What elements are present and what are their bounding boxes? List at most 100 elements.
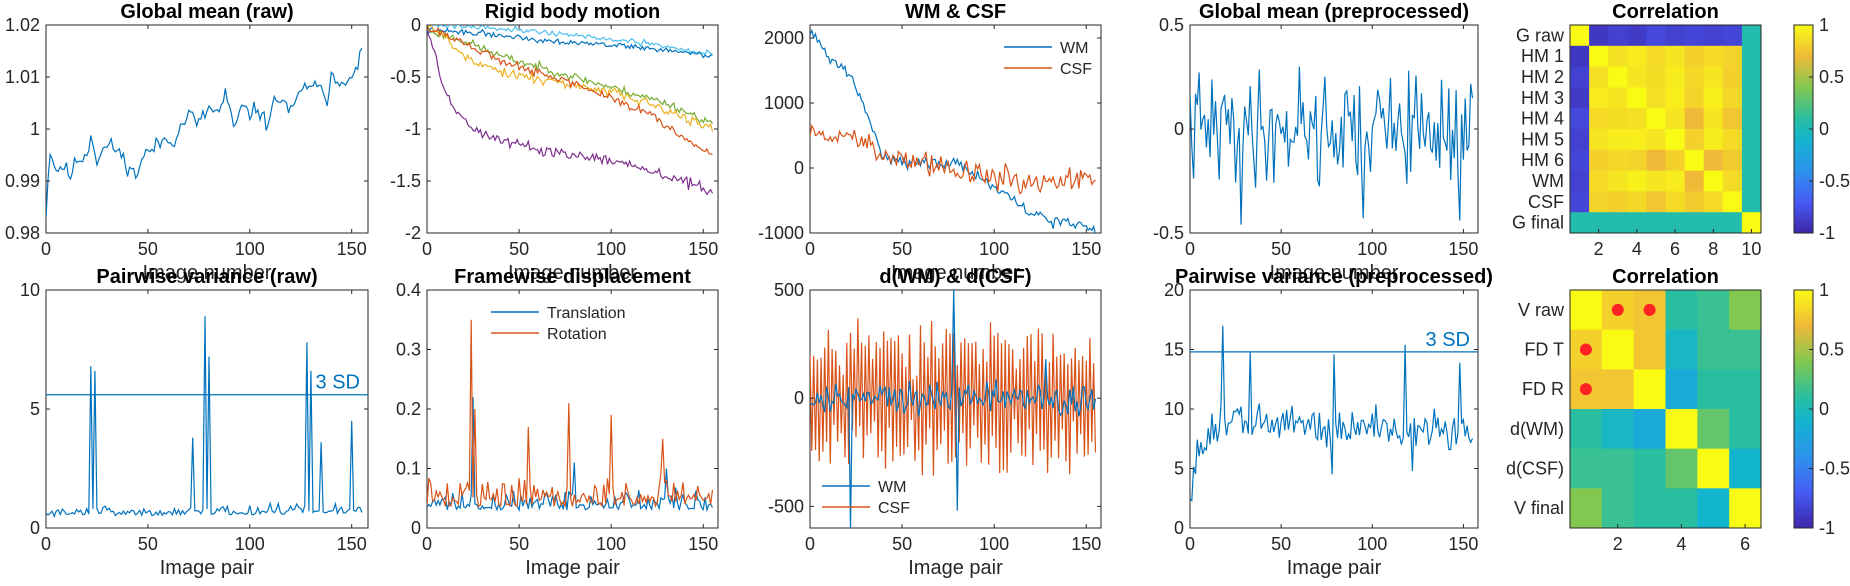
heatmap-cell xyxy=(1741,66,1762,88)
heatmap-cell xyxy=(1608,191,1628,213)
x-tick-label: 0 xyxy=(41,239,51,259)
heatmap-cell xyxy=(1684,66,1705,88)
heatmap-cell xyxy=(1627,66,1647,88)
series-group xyxy=(46,316,363,519)
heatmap-cell xyxy=(1570,87,1590,109)
series-line-0 xyxy=(46,47,363,218)
heatmap-cell xyxy=(1665,212,1686,234)
colorbar-label: -1 xyxy=(1819,223,1835,243)
y-tick-label: 15 xyxy=(1164,340,1184,360)
heatmap-cell xyxy=(1570,170,1590,192)
y-tick-label: 2000 xyxy=(764,28,804,48)
heatmap-cell xyxy=(1665,488,1698,529)
heatmap-cell xyxy=(1665,87,1686,109)
heatmap-cell xyxy=(1627,212,1647,234)
row-label: HM 2 xyxy=(1521,67,1564,87)
x-tick-label: 150 xyxy=(337,239,367,259)
heatmap-cell xyxy=(1722,87,1743,109)
heatmap-cell xyxy=(1608,170,1628,192)
heatmap-cell xyxy=(1697,448,1730,489)
y-tick-label: -1000 xyxy=(758,223,804,243)
row-label: d(WM) xyxy=(1510,419,1564,439)
heatmap-cell xyxy=(1570,25,1590,47)
heatmap-cell xyxy=(1684,25,1705,47)
legend-label: CSF xyxy=(1060,61,1092,78)
x-tick-label: 0 xyxy=(805,534,815,554)
heatmap-cell xyxy=(1722,149,1743,172)
heatmap-cell xyxy=(1601,409,1635,450)
y-tick-label: 0 xyxy=(1174,518,1184,538)
heatmap-cell xyxy=(1589,87,1609,109)
heatmap-cell xyxy=(1741,45,1762,68)
x-tick-label: 2 xyxy=(1594,239,1604,259)
heatmap-cell xyxy=(1684,212,1705,234)
heatmap-cell xyxy=(1570,488,1603,529)
y-tick-label: 0 xyxy=(1174,119,1184,139)
heatmap-cell xyxy=(1741,149,1762,172)
x-tick-label: 50 xyxy=(138,534,158,554)
series-line-CSF xyxy=(810,123,1096,195)
heatmap-cell xyxy=(1722,66,1743,88)
heatmap-cell xyxy=(1684,129,1705,151)
x-tick-label: 150 xyxy=(337,534,367,554)
heatmap-cell xyxy=(1665,369,1698,410)
colorbar-label: 0.5 xyxy=(1819,340,1844,360)
series-group xyxy=(810,28,1096,233)
y-tick-label: -1 xyxy=(405,119,421,139)
chart-title: WM & CSF xyxy=(905,1,1006,23)
heatmap-cell xyxy=(1741,87,1762,109)
heatmap-cell xyxy=(1570,45,1590,68)
heatmap-cell xyxy=(1684,149,1705,172)
heatmap-cell xyxy=(1741,170,1762,192)
heatmap-cell xyxy=(1722,191,1743,213)
colorbar-label: -0.5 xyxy=(1819,171,1850,191)
x-tick-label: 2 xyxy=(1613,534,1623,554)
colorbar-label: 1 xyxy=(1819,280,1829,300)
row-label: V raw xyxy=(1518,300,1565,320)
heatmap-cell xyxy=(1665,108,1686,130)
heatmap-cell xyxy=(1703,129,1724,151)
x-tick-label: 150 xyxy=(1071,239,1101,259)
heatmap-cell xyxy=(1627,129,1647,151)
y-tick-label: 0 xyxy=(794,158,804,178)
heatmap-cell xyxy=(1646,45,1666,68)
chart-title: Framewise displacement xyxy=(454,266,691,288)
heatmap-cell xyxy=(1627,191,1647,213)
heatmap-cell xyxy=(1589,45,1609,68)
heatmap-cell xyxy=(1703,45,1724,68)
series-line-0 xyxy=(427,25,713,56)
series-line-CSF xyxy=(810,318,1097,476)
y-tick-label: 0.2 xyxy=(396,399,421,419)
heatmap-cell xyxy=(1729,290,1762,331)
heatmap-cell xyxy=(1589,149,1609,172)
chart-corr2: V raw FD T FD R d(WM) d(CSF) V final 2 4 6 Correl… xyxy=(1506,266,1850,554)
heatmap-cell xyxy=(1589,25,1609,47)
legend-label: CSF xyxy=(878,500,910,517)
x-tick-label: 100 xyxy=(979,239,1009,259)
series-line-2 xyxy=(427,27,713,124)
series-group xyxy=(1190,66,1474,225)
colorbar-label: 0 xyxy=(1819,399,1829,419)
y-tick-label: 5 xyxy=(1174,459,1184,479)
colorbar-label: 0.5 xyxy=(1819,67,1844,87)
heatmap-cell xyxy=(1570,191,1590,213)
x-tick-label: 50 xyxy=(892,534,912,554)
row-label: HM 3 xyxy=(1521,88,1564,108)
series-line-Rotation xyxy=(427,319,714,509)
x-tick-label: 150 xyxy=(688,239,718,259)
x-tick-label: 100 xyxy=(979,534,1009,554)
row-label: WM xyxy=(1532,171,1564,191)
x-axis-label: Image number xyxy=(508,262,637,284)
heatmap-cell xyxy=(1684,170,1705,192)
legend: Translation Rotation xyxy=(491,305,626,343)
heatmap-cell xyxy=(1729,369,1762,410)
heatmap-cell xyxy=(1703,25,1724,47)
threshold-label: 3 SD xyxy=(1426,329,1470,351)
row-label: G final xyxy=(1512,213,1564,233)
chart-title: Global mean (raw) xyxy=(120,1,293,23)
heatmap-cell xyxy=(1570,212,1590,234)
heatmap-cell xyxy=(1627,45,1647,68)
x-tick-label: 0 xyxy=(422,239,432,259)
